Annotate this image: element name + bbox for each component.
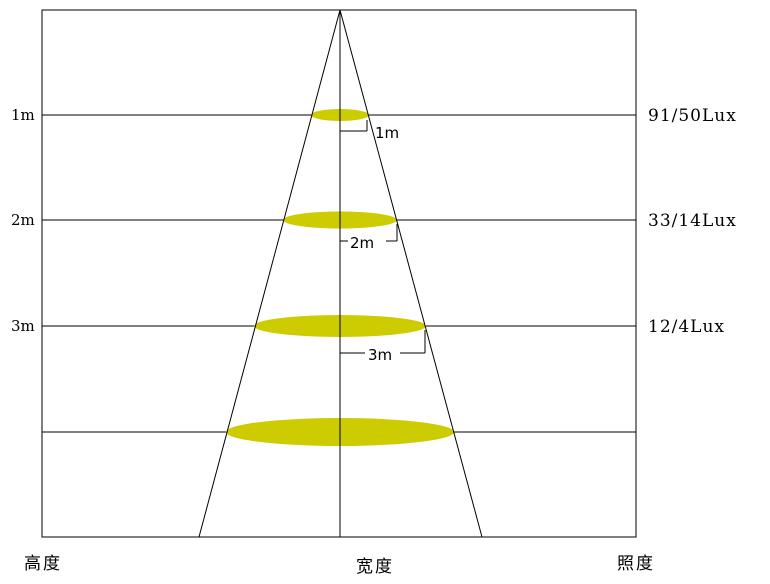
width-dimension-1	[340, 120, 368, 132]
width-dimension-3	[340, 330, 426, 354]
beam-edge-right	[339, 9, 483, 538]
illuminance-axis-label: 照度	[617, 554, 655, 574]
lux-label-1: 91/50Lux	[648, 106, 737, 126]
width-label-3: 3m	[368, 346, 392, 364]
width-dimension-2	[340, 224, 398, 242]
width-label-1: 1m	[375, 124, 399, 142]
diagram-frame	[41, 9, 637, 538]
lux-label-2: 33/14Lux	[648, 211, 737, 231]
beam-edge-left	[198, 9, 341, 538]
lux-label-3: 12/4Lux	[648, 317, 725, 337]
height-axis-label: 高度	[24, 554, 62, 574]
height-label-2: 2m	[11, 211, 35, 229]
width-axis-label: 宽度	[356, 557, 394, 577]
height-label-3: 3m	[11, 317, 35, 335]
height-label-1: 1m	[11, 106, 35, 124]
width-label-2: 2m	[350, 234, 374, 252]
